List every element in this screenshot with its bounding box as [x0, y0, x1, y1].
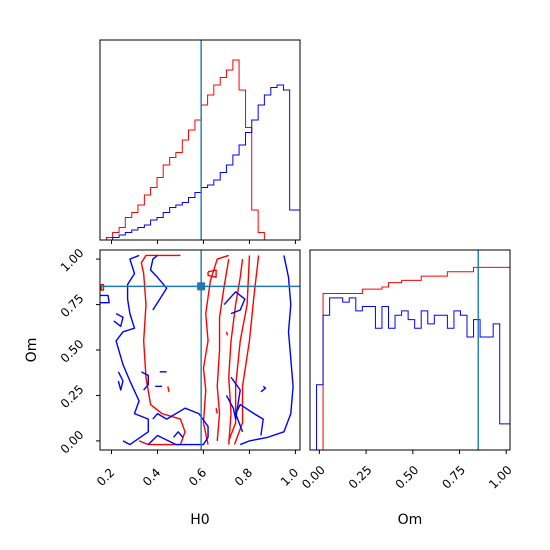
x-tick-label: 0.75	[439, 463, 468, 492]
contour-line-blue	[173, 431, 184, 438]
contour-line-red	[138, 254, 186, 446]
truth-marker	[197, 282, 206, 291]
contour-x-axis-label: H0	[190, 512, 209, 528]
x-tick-label: 0.2	[94, 465, 117, 488]
contour-line-blue	[100, 294, 110, 304]
x-tick-label: 0.4	[140, 465, 163, 488]
x-tick-label: 1.0	[278, 465, 301, 488]
histogram-series-red	[310, 266, 511, 451]
x-tick-label: 1.00	[486, 463, 515, 492]
contour-line-red	[228, 255, 251, 442]
contour-y-axis-label: Om	[24, 338, 40, 363]
y-tick-label: 0.00	[58, 428, 87, 457]
h0-histogram-series	[100, 59, 301, 241]
x-tick-label: 0.50	[393, 463, 422, 492]
contour-line-blue	[223, 291, 246, 315]
contour-line-blue	[147, 407, 209, 446]
contour-line-red	[225, 331, 229, 336]
h0-histogram-panel	[99, 39, 301, 244]
y-tick-label: 0.50	[58, 337, 87, 366]
y-tick-label: 0.75	[58, 291, 87, 320]
x-tick-label: 0.6	[186, 465, 209, 488]
h0-histogram-ticks	[110, 240, 296, 244]
y-tick-label: 0.25	[58, 382, 87, 411]
om-histogram-frame	[309, 249, 511, 451]
x-tick-label: 0.8	[232, 465, 255, 488]
contour-line-blue	[225, 376, 241, 420]
contour-line-red	[228, 259, 244, 445]
om-x-axis-label: Om	[398, 512, 423, 528]
y-tick-label: 1.00	[58, 246, 87, 275]
histogram-series-blue	[310, 297, 511, 451]
contour-line-blue	[149, 254, 168, 311]
contour-truth-lines	[100, 250, 300, 450]
contour-line-red	[202, 254, 229, 445]
contour-line-blue	[113, 313, 124, 328]
contour-line-red	[100, 283, 105, 291]
contour-line-blue	[239, 255, 294, 446]
contour-line-blue	[234, 403, 264, 436]
contour-y-ticks: 0.00 0.25 0.50 0.75 1.00	[58, 246, 100, 457]
contour-x-ticks: 0.2 0.4 0.6 0.8 1.0	[94, 450, 301, 489]
contour-line-red	[233, 255, 260, 445]
om-histogram-panel: 0.00 0.25 0.50 0.75 1.00 Om	[299, 249, 515, 528]
contour-lines	[100, 254, 294, 446]
contour-line-red	[167, 386, 170, 392]
contour-line-blue	[115, 254, 149, 446]
histogram-series-red	[100, 59, 300, 241]
histogram-series-blue	[100, 84, 301, 241]
contour-line-blue	[141, 371, 149, 391]
contour-line-red	[215, 408, 218, 414]
om-histogram-ticks: 0.00 0.25 0.50 0.75 1.00	[299, 450, 515, 492]
x-tick-label: 0.00	[299, 463, 328, 492]
h0-histogram-frame	[99, 39, 301, 241]
contour-line-blue	[117, 371, 124, 391]
om-histogram-series	[310, 266, 511, 451]
contour-line-red	[207, 269, 217, 278]
contour-line-blue	[260, 385, 267, 393]
contour-panel: 0.2 0.4 0.6 0.8 1.0 0.000.250.500.751.00 H0 …	[24, 246, 301, 528]
x-tick-label: 0.25	[346, 463, 375, 492]
